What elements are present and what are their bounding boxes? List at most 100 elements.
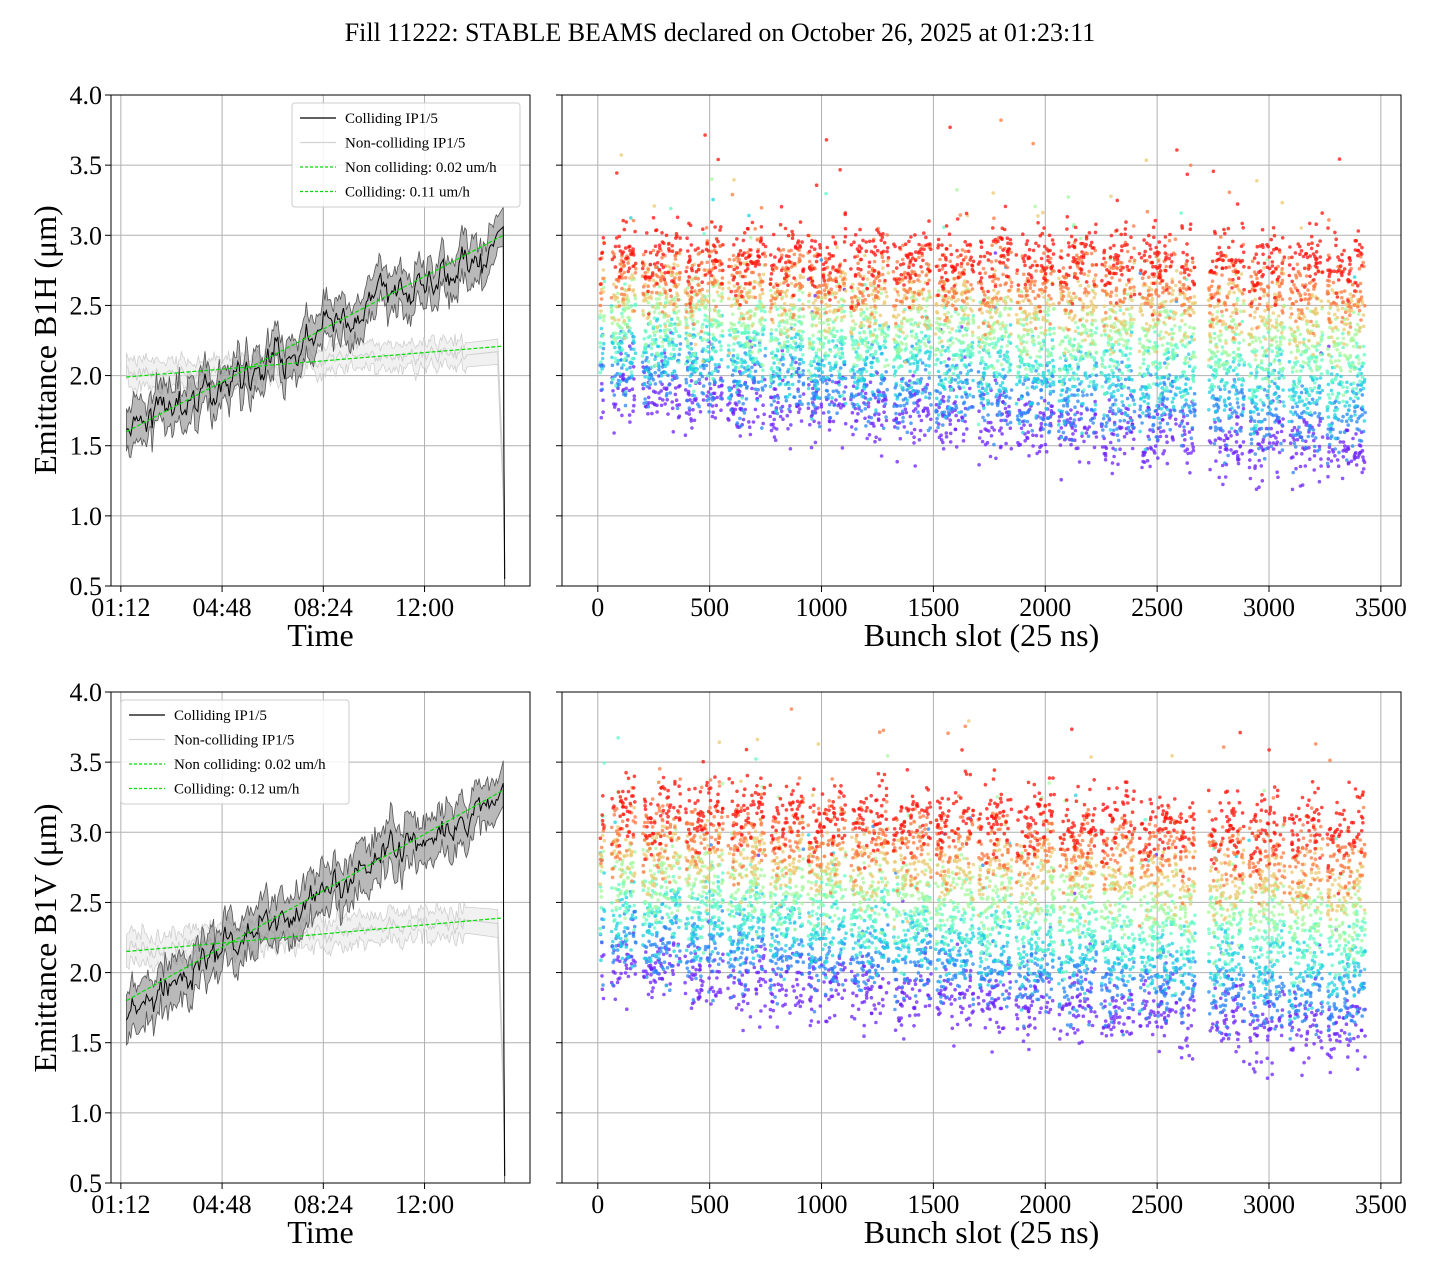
bunch-point [871, 355, 876, 360]
bunch-point [1164, 348, 1168, 353]
bunch-point [869, 345, 874, 349]
bunch-point [1017, 443, 1021, 448]
bunch-point [1092, 358, 1097, 363]
bunch-point [1007, 404, 1011, 409]
bunch-point [1312, 381, 1317, 385]
bunch-point [1320, 358, 1324, 362]
bunch-point [994, 370, 999, 375]
bunch-point [884, 370, 888, 374]
bunch-point [727, 351, 732, 356]
bunch-point [1298, 332, 1303, 337]
bunch-point [669, 206, 673, 211]
bunch-point [753, 407, 758, 412]
bunch-point [907, 356, 912, 361]
bunch-point [708, 392, 713, 397]
bunch-point [912, 441, 916, 445]
bunch-point [1093, 412, 1098, 416]
bunch-point [1019, 360, 1024, 365]
bunch-point [629, 370, 634, 375]
bunch-point [969, 361, 973, 365]
bunch-point [1087, 350, 1092, 354]
bunch-point [1316, 414, 1320, 419]
bunch-point [704, 324, 709, 329]
bunch-point [1358, 379, 1362, 384]
bunch-point [1113, 448, 1118, 452]
bunch-point [817, 374, 822, 378]
bunch-point [601, 346, 606, 351]
bunch-point [1352, 381, 1356, 386]
bunch-point [937, 375, 942, 379]
bunch-point [1218, 395, 1223, 399]
bunch-point [1141, 392, 1145, 396]
bunch-point [1182, 361, 1187, 365]
bunch-point [1162, 404, 1167, 408]
bunch-point [1038, 411, 1043, 415]
bunch-point [652, 204, 657, 208]
bunch-point [667, 323, 672, 328]
bunch-point [727, 348, 731, 353]
bunch-point [1080, 434, 1084, 438]
bunch-point [612, 402, 616, 406]
bunch-point [812, 373, 817, 377]
bunch-point [705, 331, 710, 336]
bunch-point [1274, 407, 1278, 411]
bunch-point [1154, 435, 1159, 439]
bunch-point [954, 337, 959, 341]
bunch-point [1157, 376, 1162, 381]
bunch-point [1056, 423, 1061, 427]
bunch-point [1297, 396, 1302, 400]
bunch-point [1352, 454, 1357, 459]
bunch-point [632, 347, 636, 352]
bunch-point [1257, 458, 1261, 463]
bunch-point [1186, 391, 1190, 396]
bunch-point [1116, 462, 1120, 467]
bunch-point [1036, 372, 1041, 377]
bunch-point [738, 407, 742, 411]
bunch-point [1047, 430, 1051, 435]
bunch-point [1300, 438, 1305, 443]
bunch-point [1249, 417, 1254, 422]
bunch-point [1215, 372, 1219, 377]
bunch-point [1187, 364, 1192, 369]
bunch-point [1253, 452, 1258, 456]
bunch-point [785, 328, 790, 333]
bunch-point [1152, 382, 1156, 386]
bunch-point [941, 381, 945, 386]
bunch-point [1093, 331, 1098, 335]
bunch-point [1182, 393, 1187, 397]
bunch-point [1189, 410, 1193, 415]
bunch-point [1044, 384, 1049, 389]
bunch-point [1237, 341, 1241, 345]
bunch-point [750, 386, 754, 391]
colliding-fit-line [126, 234, 504, 433]
bunch-point [688, 333, 692, 338]
non-colliding-fit-line [126, 345, 504, 378]
bunch-point [630, 373, 634, 378]
bunch-point [1319, 457, 1323, 461]
bunch-point [1155, 404, 1159, 408]
bunch-point [711, 348, 715, 352]
bunch-point [957, 410, 961, 415]
bunch-point [715, 325, 719, 329]
bunch-point [1149, 447, 1154, 451]
bunch-point [758, 394, 763, 398]
bunch-point [758, 343, 762, 348]
bunch-point [863, 416, 867, 421]
bunch-point [822, 363, 826, 368]
bunch-point [1015, 375, 1020, 379]
bunch-point [1119, 376, 1123, 381]
bunch-point [748, 314, 753, 318]
bunch-point [837, 369, 841, 374]
bunch-point [1174, 342, 1178, 347]
bunch-point [809, 359, 813, 364]
bunch-point [735, 385, 739, 390]
bunch-point [848, 369, 853, 373]
bunch-point [738, 434, 743, 438]
bunch-point [1075, 362, 1080, 366]
bunch-point [736, 366, 741, 370]
bunch-point [827, 339, 831, 343]
bunch-point [1317, 386, 1321, 390]
bunch-point [832, 345, 837, 349]
bunch-point [1051, 374, 1055, 379]
bunch-point [711, 197, 715, 202]
